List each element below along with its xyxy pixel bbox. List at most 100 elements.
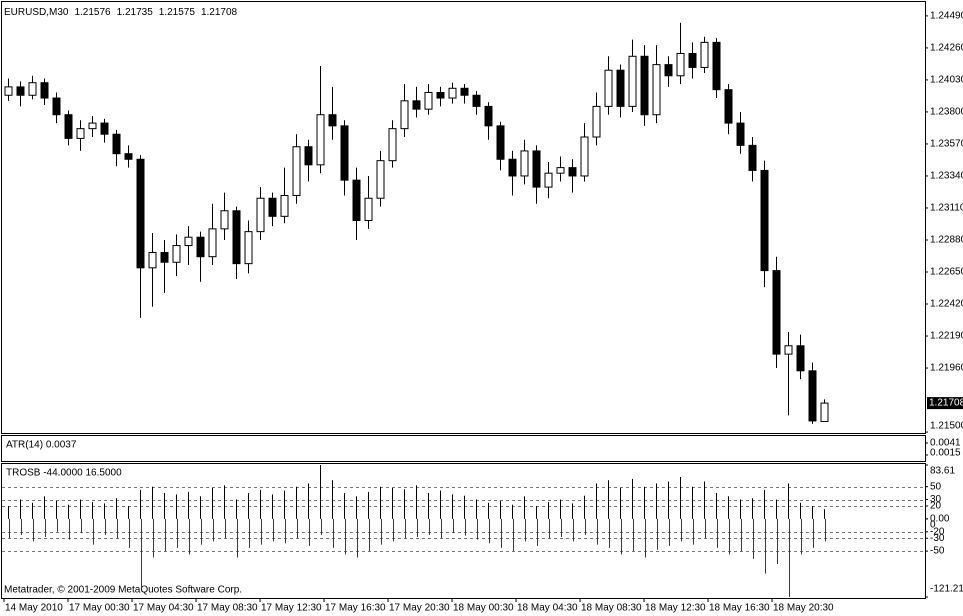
last-low: 1.21575 (159, 7, 196, 18)
histogram-bar (393, 518, 394, 542)
histogram-bar (572, 503, 573, 519)
histogram-bar (237, 518, 238, 558)
histogram-bar (404, 489, 405, 519)
histogram-bar (333, 518, 334, 548)
histogram-bar (800, 502, 801, 519)
histogram-bar (464, 495, 465, 519)
candle-body (592, 105, 601, 138)
candle-body (640, 55, 649, 116)
candle-body (484, 105, 493, 127)
y-tick-label: -20 (930, 526, 945, 537)
histogram-bar (728, 496, 729, 519)
histogram-bar (92, 502, 93, 519)
candle-body (760, 169, 769, 272)
histogram-bar (465, 518, 466, 536)
histogram-bar (284, 490, 285, 519)
candle-body (112, 133, 121, 155)
y-tick-label: 1.24030 (930, 75, 963, 86)
y-tick-label: -30 (930, 533, 945, 544)
histogram-bar (129, 518, 130, 548)
candle-body (616, 69, 625, 107)
candle-body (400, 100, 409, 130)
histogram-bar (788, 483, 789, 519)
candle-body (544, 172, 553, 188)
candle-body (820, 402, 829, 422)
x-tick-label: 18 May 12:30 (645, 603, 706, 614)
histogram-bar (645, 518, 646, 558)
histogram-bar (273, 518, 274, 542)
histogram-bar (716, 493, 717, 519)
candle-body (712, 41, 721, 91)
candle-body (352, 179, 361, 222)
histogram-bar (344, 493, 345, 519)
histogram-bar (584, 495, 585, 519)
x-tick-label: 17 May 20:30 (389, 603, 450, 614)
candle-body (724, 89, 733, 124)
x-tick-label: 17 May 12:30 (261, 603, 322, 614)
candle-body (748, 144, 757, 171)
histogram-bar (440, 490, 441, 519)
candle-body (568, 167, 577, 177)
candle-body (136, 158, 145, 269)
candle-body (676, 52, 685, 77)
histogram-bar (717, 518, 718, 548)
indicator-title: TROSB -44.0000 16.5000 (6, 468, 122, 479)
candle-body (580, 136, 589, 177)
candle-body (700, 41, 709, 68)
candle-body (172, 245, 181, 263)
candle-body (376, 160, 385, 199)
histogram-bar (524, 496, 525, 519)
last-open: 1.21576 (74, 7, 111, 18)
histogram-bar (9, 518, 10, 539)
histogram-bar (692, 486, 693, 519)
y-tick-label: 1.22190 (930, 331, 963, 342)
candle-body (508, 158, 517, 177)
histogram-bar (297, 518, 298, 539)
candle-body (244, 231, 253, 265)
y-tick-label: 1.23800 (930, 107, 963, 118)
histogram-bar (489, 518, 490, 544)
candle-body (808, 370, 817, 422)
histogram-bar (824, 509, 825, 519)
histogram-bar (380, 486, 381, 519)
histogram-bar (801, 518, 802, 555)
candle-body (796, 345, 805, 372)
histogram-bar (369, 518, 370, 552)
histogram-bar (357, 518, 358, 558)
histogram-bar (224, 485, 225, 519)
histogram-bar (476, 499, 477, 519)
candle-body (388, 128, 397, 162)
y-tick-label: 1.21960 (930, 363, 963, 374)
candle-body (412, 100, 421, 110)
histogram-bar (140, 489, 141, 519)
candle-body (64, 114, 73, 139)
histogram-bar (740, 499, 741, 519)
histogram-bar (153, 518, 154, 558)
candle-body (628, 55, 637, 107)
y-tick-label: -50 (930, 546, 945, 557)
histogram-bar (777, 518, 778, 564)
histogram-bar (165, 518, 166, 552)
histogram-bar (141, 518, 142, 589)
histogram-bar (632, 478, 633, 519)
histogram-bar (644, 486, 645, 519)
candle-body (256, 197, 265, 233)
histogram-bar (608, 480, 609, 519)
histogram-bar (729, 518, 730, 555)
histogram-bar (741, 518, 742, 552)
histogram-bar (537, 518, 538, 546)
price-label-bg (927, 397, 963, 410)
histogram-bar (609, 518, 610, 548)
candle-body (520, 150, 529, 177)
candle-body (736, 122, 745, 146)
x-tick-label: 18 May 20:30 (773, 603, 834, 614)
histogram-bar (428, 493, 429, 519)
histogram-bar (32, 502, 33, 519)
histogram-bar (105, 518, 106, 535)
y-tick-label: 1.24260 (930, 43, 963, 54)
candle-body (340, 125, 349, 181)
histogram-bar (200, 496, 201, 519)
histogram-bar (753, 518, 754, 559)
